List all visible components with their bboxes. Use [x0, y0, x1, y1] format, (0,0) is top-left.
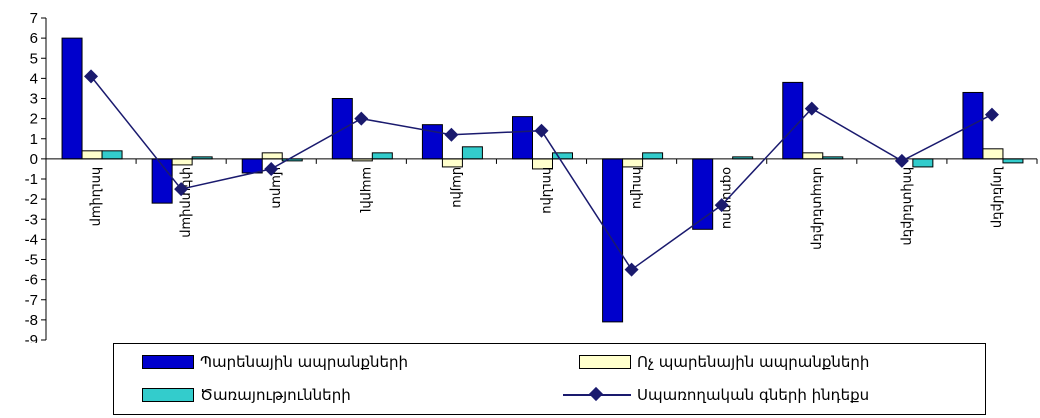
cpi-marker [894, 153, 909, 168]
legend-label-services: Ծառայությունների [200, 386, 351, 404]
cpi-line-layer [84, 69, 999, 277]
category-label: փետրվար [179, 167, 194, 238]
cpi-marker [534, 123, 549, 138]
category-label: հուլիս [629, 167, 644, 209]
y-tick-label: 1 [30, 131, 38, 148]
category-label: հոկտեմբեր [899, 167, 914, 246]
category-label: հունիս [539, 167, 554, 214]
legend-item-services: Ծառայությունների [142, 383, 351, 407]
y-tick-label: 4 [30, 70, 38, 87]
legend-item-nonfood: Ոչ պարենային ապրանքների [579, 350, 869, 374]
category-label: մայիս [449, 167, 464, 208]
bar-nonfood [802, 152, 824, 160]
bar-services [912, 158, 934, 168]
bar-services [101, 150, 123, 160]
legend-swatch-cpi [563, 386, 631, 402]
legend-label-nonfood: Ոչ պարենային ապրանքների [637, 353, 870, 371]
category-label: սեպտեմբեր [809, 167, 824, 250]
bar-services [461, 146, 483, 160]
legend: Պարենային ապրանքների Ոչ պարենային ապրանք… [113, 343, 986, 415]
y-tick-label: -6 [25, 272, 38, 289]
cpi-marker [84, 69, 99, 84]
y-tick-label: -4 [25, 231, 38, 248]
legend-label-cpi: Սպառողական գների ինդեքս [637, 386, 870, 404]
bar-services [1002, 158, 1024, 164]
category-label: նոյեմբեր [989, 166, 1004, 228]
bar-nonfood [441, 158, 463, 168]
bar-nonfood [81, 150, 103, 160]
category-label: մարտ [269, 167, 284, 209]
y-tick-label: 5 [30, 50, 38, 67]
category-label: հունվար [89, 167, 104, 227]
chart: 7 6 5 4 3 2 1 0 -1 -2 -3 -4 -5 -6 -7 -8 -9 հունվար փետրվա… [25, 10, 1038, 343]
cpi-marker [714, 198, 729, 213]
bar-food [962, 91, 984, 160]
y-tick-label: -7 [25, 292, 38, 309]
bar-nonfood [622, 158, 644, 168]
bar-food [61, 37, 83, 160]
y-tick-label: 3 [30, 91, 38, 108]
y-tick-label: 6 [30, 30, 38, 47]
y-tick-label: 7 [30, 10, 38, 27]
cpi-marker [354, 111, 369, 126]
cpi-marker [624, 262, 639, 277]
bar-nonfood [261, 152, 283, 160]
bar-services [371, 152, 393, 160]
bar-food [241, 158, 263, 174]
legend-item-cpi: Սպառողական գների ինդեքս [563, 383, 869, 407]
legend-swatch-food [142, 355, 194, 369]
cpi-marker [804, 101, 819, 116]
bar-services [552, 152, 573, 160]
cpi-marker [264, 161, 279, 176]
y-axis-ticks: 7 6 5 4 3 2 1 0 -1 -2 -3 -4 -5 -6 -7 -8 -9 [25, 10, 46, 343]
legend-label-food: Պարենային ապրանքների [200, 353, 409, 371]
legend-swatch-nonfood [579, 355, 631, 369]
cpi-marker [444, 127, 459, 142]
bar-nonfood [171, 158, 193, 166]
cpi-marker [984, 107, 999, 122]
category-label: ապրիլ [359, 167, 374, 213]
legend-swatch-services [142, 388, 194, 402]
y-tick-label: -9 [25, 332, 38, 343]
y-tick-label: -8 [25, 312, 38, 329]
cpi-marker [174, 182, 189, 197]
y-tick-label: -2 [25, 191, 38, 208]
y-tick-label: -3 [25, 211, 38, 228]
y-tick-label: 0 [30, 151, 38, 168]
legend-item-food: Պարենային ապրանքների [142, 350, 408, 374]
bar-nonfood [982, 148, 1004, 160]
bar-services [642, 152, 664, 160]
y-tick-label: -5 [25, 252, 38, 269]
y-tick-label: 2 [30, 111, 38, 128]
category-labels: հունվար փետրվար մարտ ապրիլ մայիս հունիս հուլիս… [45, 158, 1038, 250]
category-label: օգոստոս [719, 167, 734, 229]
y-tick-label: -1 [25, 171, 38, 188]
bar-food [512, 116, 533, 160]
